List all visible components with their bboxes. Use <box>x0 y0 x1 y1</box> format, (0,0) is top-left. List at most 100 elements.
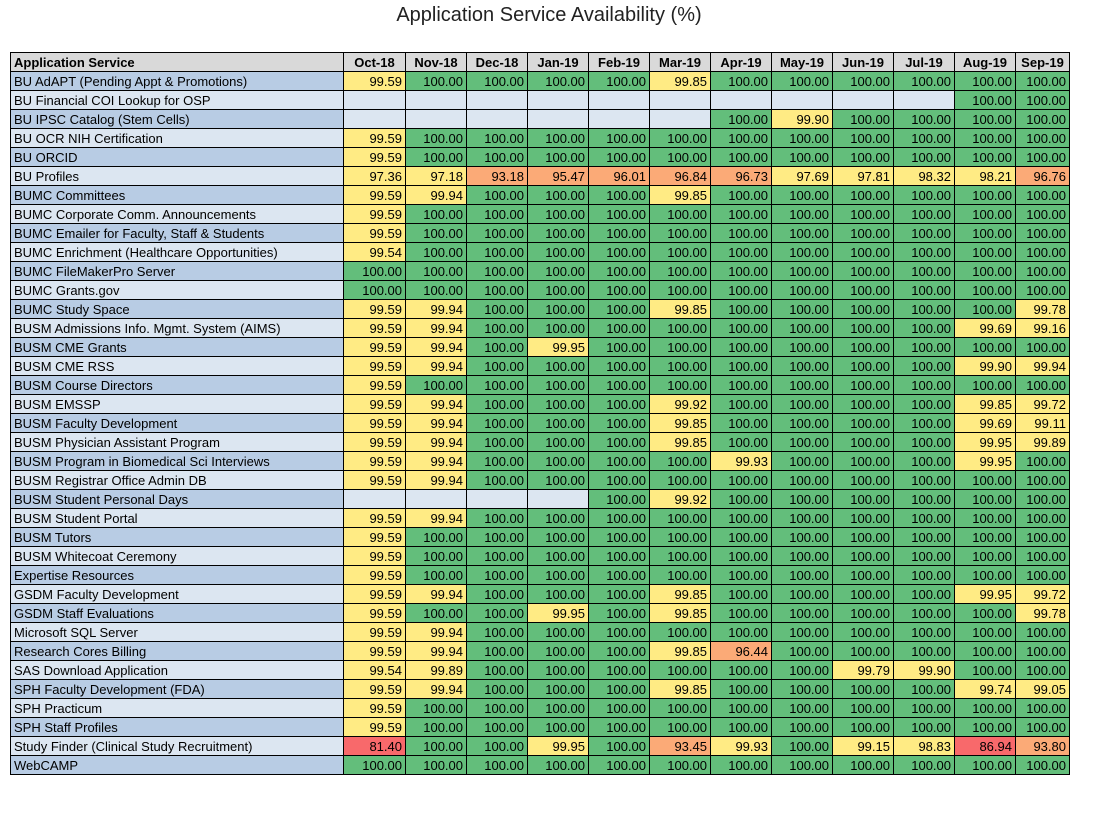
availability-cell: 100.00 <box>893 717 955 737</box>
table-row: BUMC Grants.gov 100.00 100.00 100.00 100.00 1… <box>10 280 1070 300</box>
availability-cell: 100.00 <box>588 622 650 642</box>
service-name-cell: Microsoft SQL Server <box>10 622 344 642</box>
availability-cell: 100.00 <box>527 717 589 737</box>
availability-cell: 100.00 <box>466 432 528 452</box>
availability-cell: 100.00 <box>832 185 894 205</box>
availability-cell: 99.92 <box>649 394 711 414</box>
availability-cell: 100.00 <box>954 508 1016 528</box>
availability-cell: 100.00 <box>710 299 772 319</box>
service-name-cell: BUSM Tutors <box>10 527 344 547</box>
availability-cell: 100.00 <box>588 641 650 661</box>
service-name-cell: SPH Practicum <box>10 698 344 718</box>
availability-cell: 100.00 <box>710 755 772 775</box>
availability-cell <box>405 489 467 509</box>
availability-cell: 100.00 <box>343 280 406 300</box>
availability-cell: 100.00 <box>771 660 833 680</box>
availability-cell: 100.00 <box>527 622 589 642</box>
service-name-cell: BUSM CME RSS <box>10 356 344 376</box>
availability-cell <box>466 90 528 110</box>
availability-cell: 96.44 <box>710 641 772 661</box>
availability-cell: 99.85 <box>649 603 711 623</box>
availability-cell: 100.00 <box>893 584 955 604</box>
availability-cell: 100.00 <box>771 337 833 357</box>
availability-cell: 100.00 <box>1015 375 1070 395</box>
availability-cell: 100.00 <box>832 698 894 718</box>
service-name-cell: Expertise Resources <box>10 565 344 585</box>
availability-cell: 100.00 <box>832 546 894 566</box>
table-row: BU IPSC Catalog (Stem Cells) 100.00 99.90 1… <box>10 109 1070 129</box>
availability-cell: 99.94 <box>405 622 467 642</box>
availability-cell: 99.78 <box>1015 299 1070 319</box>
availability-cell: 99.94 <box>405 641 467 661</box>
column-header: Jun-19 <box>832 52 894 72</box>
availability-cell: 100.00 <box>527 280 589 300</box>
availability-cell: 100.00 <box>588 185 650 205</box>
availability-cell: 100.00 <box>1015 470 1070 490</box>
service-name-cell: BUSM Course Directors <box>10 375 344 395</box>
availability-cell: 100.00 <box>771 280 833 300</box>
availability-cell: 100.00 <box>588 356 650 376</box>
availability-cell: 100.00 <box>771 546 833 566</box>
availability-cell: 100.00 <box>466 641 528 661</box>
availability-cell: 100.00 <box>710 717 772 737</box>
availability-cell: 99.94 <box>405 470 467 490</box>
availability-cell: 100.00 <box>771 470 833 490</box>
availability-cell: 100.00 <box>466 603 528 623</box>
availability-cell: 100.00 <box>649 546 711 566</box>
availability-cell: 100.00 <box>588 736 650 756</box>
availability-cell: 99.59 <box>343 128 406 148</box>
availability-cell: 99.85 <box>649 584 711 604</box>
service-name-cell: BUSM Whitecoat Ceremony <box>10 546 344 566</box>
availability-cell: 100.00 <box>771 755 833 775</box>
availability-cell: 100.00 <box>1015 223 1070 243</box>
availability-cell: 100.00 <box>527 261 589 281</box>
availability-cell: 99.54 <box>343 242 406 262</box>
availability-cell: 100.00 <box>588 147 650 167</box>
chart-title: Application Service Availability (%) <box>396 4 702 26</box>
availability-cell: 100.00 <box>1015 489 1070 509</box>
availability-cell: 99.11 <box>1015 413 1070 433</box>
availability-cell: 100.00 <box>1015 90 1070 110</box>
availability-cell: 100.00 <box>405 375 467 395</box>
availability-cell: 100.00 <box>954 147 1016 167</box>
availability-cell: 100.00 <box>405 717 467 737</box>
table-row: Expertise Resources 99.59 100.00 100.00 100.… <box>10 565 1070 585</box>
availability-cell: 100.00 <box>466 128 528 148</box>
availability-cell: 100.00 <box>893 299 955 319</box>
availability-cell: 100.00 <box>893 546 955 566</box>
table-row: SPH Practicum 99.59 100.00 100.00 100.00 100.… <box>10 698 1070 718</box>
availability-cell: 100.00 <box>710 375 772 395</box>
availability-cell: 100.00 <box>954 109 1016 129</box>
availability-cell: 99.95 <box>954 584 1016 604</box>
availability-cell: 100.00 <box>771 261 833 281</box>
service-name-cell: BUMC Committees <box>10 185 344 205</box>
availability-cell: 100.00 <box>771 71 833 91</box>
availability-cell: 99.94 <box>405 584 467 604</box>
availability-cell: 100.00 <box>527 147 589 167</box>
availability-cell: 100.00 <box>1015 185 1070 205</box>
availability-cell: 100.00 <box>466 71 528 91</box>
service-name-cell: BU ORCID <box>10 147 344 167</box>
availability-cell: 100.00 <box>893 489 955 509</box>
availability-cell: 99.85 <box>954 394 1016 414</box>
table-row: BUSM Course Directors 99.59 100.00 100.00 10… <box>10 375 1070 395</box>
availability-cell: 100.00 <box>710 185 772 205</box>
availability-cell: 100.00 <box>954 755 1016 775</box>
table-row: BUSM Student Portal 99.59 99.94 100.00 100.0… <box>10 508 1070 528</box>
availability-cell <box>527 109 589 129</box>
availability-cell: 93.45 <box>649 736 711 756</box>
availability-cell: 99.85 <box>649 299 711 319</box>
service-name-cell: Study Finder (Clinical Study Recruitment… <box>10 736 344 756</box>
availability-cell: 99.59 <box>343 641 406 661</box>
table-row: BUSM Physician Assistant Program 99.59 99.… <box>10 432 1070 452</box>
availability-cell <box>649 109 711 129</box>
service-name-cell: BUMC Corporate Comm. Announcements <box>10 204 344 224</box>
table-row: Microsoft SQL Server 99.59 99.94 100.00 100.… <box>10 622 1070 642</box>
availability-cell: 100.00 <box>588 413 650 433</box>
availability-cell: 100.00 <box>1015 261 1070 281</box>
availability-cell: 93.18 <box>466 166 528 186</box>
availability-cell: 100.00 <box>649 128 711 148</box>
availability-cell <box>343 109 406 129</box>
service-name-cell: BUMC Enrichment (Healthcare Opportunitie… <box>10 242 344 262</box>
availability-cell: 99.59 <box>343 603 406 623</box>
